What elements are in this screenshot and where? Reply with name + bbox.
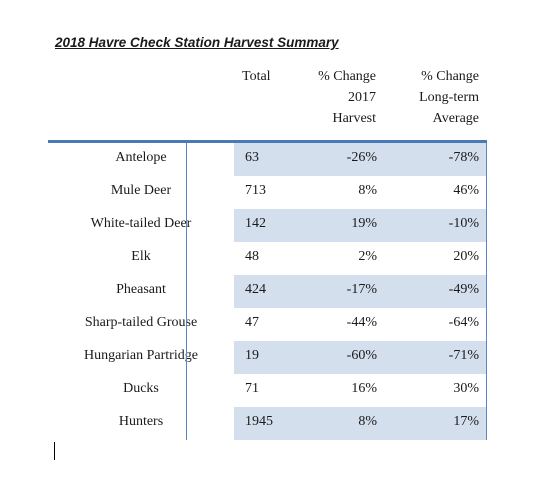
total-value: 71: [245, 381, 259, 396]
table-row: Ducks 71 16% 30%: [48, 374, 487, 407]
species-name: Ducks: [123, 381, 159, 396]
table-row: Elk 48 2% 20%: [48, 242, 487, 275]
change-longterm-value: -71%: [448, 348, 479, 363]
change-2017-value: 2%: [358, 249, 377, 264]
table-row: Hunters 1945 8% 17%: [48, 407, 487, 440]
change-longterm-value: 17%: [453, 414, 479, 429]
total-value: 19: [245, 348, 259, 363]
table-border-left: [186, 143, 187, 440]
change-longterm-value: 46%: [453, 183, 479, 198]
change-2017-value: 8%: [358, 183, 377, 198]
header-line: Average: [432, 111, 479, 126]
species-name: Antelope: [115, 150, 167, 165]
header-line: % Change: [421, 69, 479, 84]
harvest-table: Antelope 63 -26% -78% Mule Deer 713 8% 4…: [48, 143, 487, 440]
header-line: 2017: [348, 90, 376, 105]
document-title: 2018 Havre Check Station Harvest Summary: [55, 35, 339, 50]
change-longterm-value: 30%: [453, 381, 479, 396]
total-value: 424: [245, 282, 266, 297]
total-value: 1945: [245, 414, 273, 429]
total-value: 47: [245, 315, 259, 330]
species-name: Hungarian Partridge: [84, 348, 198, 363]
change-2017-value: 16%: [351, 381, 377, 396]
change-longterm-value: -78%: [448, 150, 479, 165]
table-row: White-tailed Deer 142 19% -10%: [48, 209, 487, 242]
change-longterm-value: 20%: [453, 249, 479, 264]
column-header-change-2017: % Change 2017 Harvest: [318, 66, 376, 129]
table-row: Sharp-tailed Grouse 47 -44% -64%: [48, 308, 487, 341]
change-longterm-value: -49%: [448, 282, 479, 297]
table-row: Antelope 63 -26% -78%: [48, 143, 487, 176]
species-name: Pheasant: [116, 282, 166, 297]
header-rule: [48, 140, 487, 143]
header-line: Harvest: [332, 111, 376, 126]
total-value: 48: [245, 249, 259, 264]
text-cursor: [54, 442, 55, 460]
header-line: Long-term: [419, 90, 479, 105]
species-name: White-tailed Deer: [90, 216, 192, 231]
table-border-right: [486, 143, 487, 440]
table-row: Mule Deer 713 8% 46%: [48, 176, 487, 209]
total-value: 713: [245, 183, 266, 198]
table-row: Pheasant 424 -17% -49%: [48, 275, 487, 308]
column-header-total: Total: [242, 69, 271, 84]
column-header-change-longterm: % Change Long-term Average: [419, 66, 479, 129]
change-2017-value: -26%: [346, 150, 377, 165]
table-row: Hungarian Partridge 19 -60% -71%: [48, 341, 487, 374]
change-2017-value: -60%: [346, 348, 377, 363]
change-2017-value: 19%: [351, 216, 377, 231]
species-name: Elk: [131, 249, 151, 264]
total-value: 142: [245, 216, 266, 231]
change-longterm-value: -64%: [448, 315, 479, 330]
species-name: Sharp-tailed Grouse: [84, 315, 198, 330]
species-name: Hunters: [118, 414, 164, 429]
change-2017-value: 8%: [358, 414, 377, 429]
species-name: Mule Deer: [110, 183, 172, 198]
change-longterm-value: -10%: [448, 216, 479, 231]
change-2017-value: -17%: [346, 282, 377, 297]
total-value: 63: [245, 150, 259, 165]
header-line: % Change: [318, 69, 376, 84]
change-2017-value: -44%: [346, 315, 377, 330]
